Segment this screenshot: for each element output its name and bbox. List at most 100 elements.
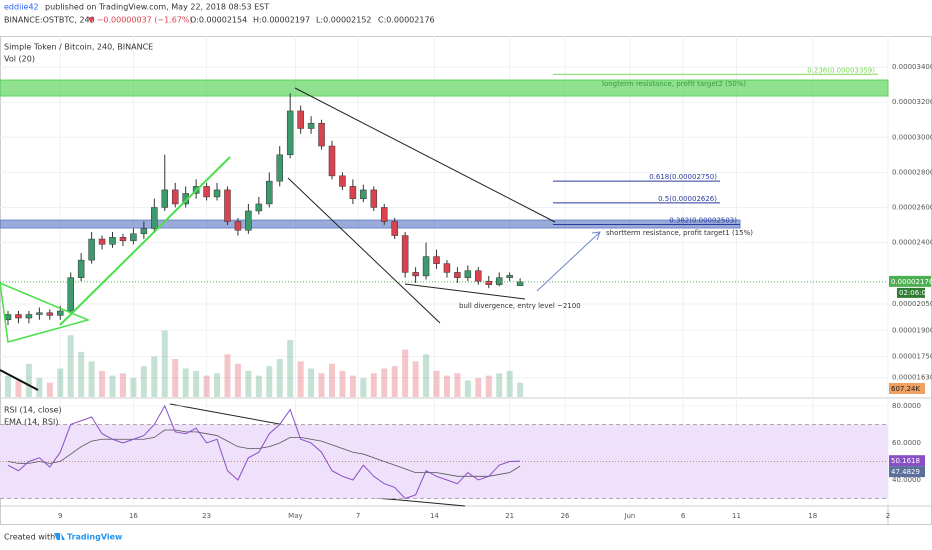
volume-bar — [46, 382, 53, 397]
candle-body — [360, 189, 367, 199]
x-tick-label: Jun — [623, 512, 635, 520]
candle-body — [412, 272, 419, 277]
y-tick-label: 0.00002400 — [892, 239, 932, 247]
candle-body — [391, 221, 398, 236]
footer-created: Created with — [4, 533, 55, 542]
ohlc-close: C:0.00002176 — [378, 16, 435, 25]
chart-title: Simple Token / Bitcoin, 240, BINANCE — [4, 43, 153, 52]
publisher[interactable]: eddiie42 — [4, 3, 39, 12]
annotation: longterm resistance, profit target2 (50%… — [602, 80, 746, 88]
y-tick-label: 0.00002800 — [892, 168, 932, 176]
volume-bar — [370, 373, 377, 397]
x-tick-label: 2 — [886, 512, 890, 520]
x-tick-label: 26 — [561, 512, 570, 520]
footer-brand[interactable]: TradingView — [67, 533, 123, 542]
volume-bar — [506, 370, 513, 397]
x-tick-label: 23 — [202, 512, 211, 520]
volume-bar — [245, 370, 252, 397]
candle-body — [266, 180, 273, 205]
y-tick-label: 0.00002050 — [892, 300, 932, 308]
channel-upper — [294, 87, 556, 223]
volume-bar — [234, 363, 241, 397]
candle-body — [307, 122, 315, 129]
rsi-tag-label: 50.1618 — [891, 457, 920, 465]
volume-bar — [15, 380, 22, 397]
trend-line — [0, 369, 39, 391]
ema-title: EMA (14, RSI) — [4, 418, 58, 427]
candle-body — [495, 277, 503, 285]
candle-body — [67, 277, 74, 312]
candle-body — [119, 237, 127, 242]
x-tick-label: 21 — [505, 512, 514, 520]
candle-body — [328, 145, 336, 177]
volume-bar — [443, 375, 450, 397]
candle-body — [171, 189, 179, 205]
candle-body — [380, 207, 388, 222]
logo — [54, 533, 65, 540]
candle-body — [276, 154, 283, 182]
ohlc-low: L:0.00002152 — [316, 16, 372, 25]
volume-bar — [161, 330, 168, 397]
zone — [0, 79, 889, 97]
volume-bar — [339, 370, 346, 397]
volume-bar — [287, 340, 294, 397]
candle-body — [485, 280, 493, 285]
countdown-label: 02:06:09 — [899, 289, 930, 297]
volume-bar — [433, 370, 440, 397]
candle-body — [297, 110, 304, 129]
x-tick-label: 18 — [808, 512, 817, 520]
candle-body — [506, 275, 513, 278]
volume-bar — [412, 361, 419, 397]
candle-body — [349, 186, 357, 199]
volume-tag-label: 607.24K — [891, 385, 920, 393]
candle-body — [4, 314, 12, 321]
ema-tag — [889, 466, 925, 478]
rsi-tick-label: 40.0000 — [892, 476, 921, 484]
x-tick-label: 16 — [129, 512, 138, 520]
candle-body — [422, 256, 430, 277]
volume-tag — [889, 383, 925, 394]
volume-bar — [130, 378, 137, 397]
volume-bar — [5, 375, 11, 397]
y-tick-label: 0.00002600 — [892, 203, 932, 211]
candle-body — [140, 228, 148, 235]
volume-bar — [172, 359, 179, 397]
price-tag — [889, 275, 931, 287]
fib-label: 0.618(0.00002750) — [649, 173, 717, 181]
candle-body — [25, 314, 33, 319]
volume-title: Vol (20) — [4, 55, 35, 64]
volume-bar — [203, 375, 210, 397]
annotation: bull divergence, entry level ~2100 — [459, 302, 581, 310]
volume-bar — [224, 354, 231, 397]
rsi-trend-line — [399, 499, 466, 507]
candle-body — [57, 310, 64, 316]
volume-bar — [88, 361, 95, 397]
candle-body — [433, 256, 440, 264]
annotation: shortterm resistance, profit target1 (15… — [606, 229, 753, 237]
rsi-tag — [889, 455, 925, 467]
volume-bar — [485, 375, 492, 397]
arrow — [536, 231, 601, 292]
candle-body — [245, 210, 252, 231]
volume-bar — [151, 356, 158, 397]
candle-body — [475, 270, 482, 282]
candle-body — [318, 122, 325, 147]
y-tick-label: 0.00001630 — [892, 374, 932, 382]
ohlc-open: O:0.00002154 — [190, 16, 247, 25]
rsi-line — [7, 404, 521, 500]
fib-label: 0.236(0.00003359) — [807, 66, 875, 74]
volume-bar — [391, 366, 398, 397]
rsi-title: RSI (14, close) — [4, 406, 62, 415]
volume-bar — [109, 375, 116, 397]
volume-bar — [360, 378, 367, 397]
y-tick-label: 0.00003000 — [892, 133, 932, 141]
candle-body — [161, 189, 169, 208]
candle-body — [224, 189, 231, 222]
volume-bar — [328, 363, 335, 397]
candle-body — [234, 221, 242, 231]
change: ▼ −0.00000037 (−1.67%) — [88, 16, 193, 25]
volume-bar — [193, 370, 200, 397]
volume-bar — [67, 335, 74, 397]
volume-bar — [308, 368, 315, 397]
